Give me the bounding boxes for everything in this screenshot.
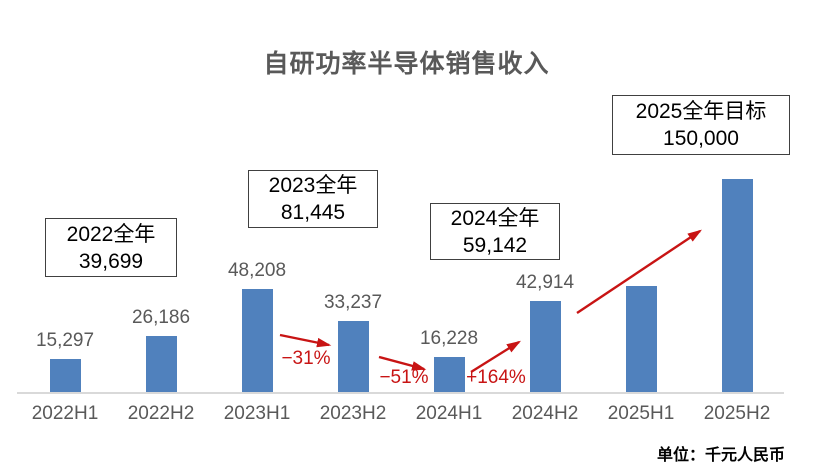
value-label-2024H1: 16,228: [419, 328, 479, 349]
growth-pct-label-2: +164%: [466, 367, 526, 388]
year-total-title: 2025全年目标: [635, 100, 767, 123]
value-label-2023H2: 33,237: [323, 292, 383, 313]
year-total-title: 2022全年: [66, 222, 156, 246]
bar-2023H1: [241, 289, 273, 392]
year-total-value: 150,000: [663, 127, 739, 150]
unit-note: 单位：千元人民币: [656, 447, 785, 464]
chart-title: 自研功率半导体销售收入: [263, 50, 550, 78]
x-axis-label-2022H1: 2022H1: [31, 403, 99, 424]
bar-2025H1: [625, 286, 657, 392]
year-total-value: 81,445: [280, 201, 346, 224]
x-axis-label-2023H1: 2023H1: [223, 403, 291, 424]
bar-2023H2: [337, 321, 369, 392]
value-label-2022H2: 26,186: [131, 307, 191, 328]
bar-2024H1: [433, 357, 465, 392]
year-total-value: 59,142: [462, 233, 528, 257]
year-total-box-0: 2022全年 39,699: [45, 218, 177, 277]
x-axis-label-2023H2: 2023H2: [319, 403, 387, 424]
bar-2022H1: [49, 359, 81, 392]
x-axis-line: [17, 392, 784, 394]
x-axis-label-2025H2: 2025H2: [703, 403, 771, 424]
value-label-2024H2: 42,914: [515, 272, 575, 293]
x-axis-label-2022H2: 2022H2: [127, 403, 195, 424]
x-axis-label-2024H2: 2024H2: [511, 403, 579, 424]
year-total-value: 39,699: [78, 249, 144, 273]
x-axis-label-2024H1: 2024H1: [415, 403, 483, 424]
year-total-box-3: 2025全年目标 150,000: [612, 95, 790, 155]
bar-2022H2: [145, 336, 177, 392]
growth-pct-label-1: −51%: [379, 367, 429, 388]
x-axis-label-2025H1: 2025H1: [607, 403, 675, 424]
value-label-2022H1: 15,297: [35, 330, 95, 351]
year-total-title: 2024全年: [450, 206, 540, 230]
bar-2025H2: [721, 179, 753, 392]
bar-2024H2: [529, 301, 561, 392]
year-total-title: 2023全年: [268, 174, 358, 197]
year-total-box-1: 2023全年 81,445: [248, 170, 378, 228]
value-label-2023H1: 48,208: [227, 260, 287, 281]
growth-pct-label-0: −31%: [281, 348, 331, 369]
year-total-box-2: 2024全年 59,142: [430, 203, 560, 260]
